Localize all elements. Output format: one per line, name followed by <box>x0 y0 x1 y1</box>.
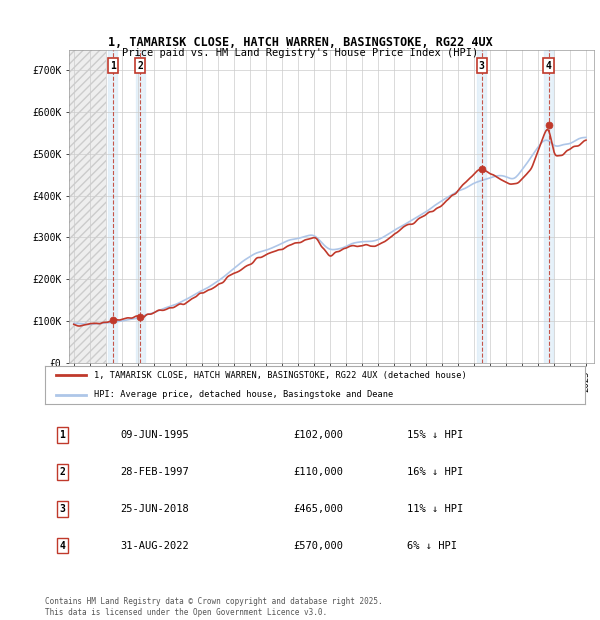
Text: 2: 2 <box>137 61 143 71</box>
Text: £465,000: £465,000 <box>293 504 343 514</box>
Text: 1: 1 <box>110 61 116 71</box>
Text: 3: 3 <box>59 504 65 514</box>
Text: 1: 1 <box>59 430 65 440</box>
Text: 31-AUG-2022: 31-AUG-2022 <box>121 541 190 551</box>
Text: 2: 2 <box>59 467 65 477</box>
Text: £570,000: £570,000 <box>293 541 343 551</box>
Text: 4: 4 <box>545 61 551 71</box>
Text: 4: 4 <box>59 541 65 551</box>
Text: Price paid vs. HM Land Registry's House Price Index (HPI): Price paid vs. HM Land Registry's House … <box>122 48 478 58</box>
Bar <box>544 50 553 363</box>
Text: 11% ↓ HPI: 11% ↓ HPI <box>407 504 463 514</box>
Text: Contains HM Land Registry data © Crown copyright and database right 2025.
This d: Contains HM Land Registry data © Crown c… <box>45 598 383 617</box>
Bar <box>109 50 117 363</box>
Text: 28-FEB-1997: 28-FEB-1997 <box>121 467 190 477</box>
Text: 09-JUN-1995: 09-JUN-1995 <box>121 430 190 440</box>
Text: £110,000: £110,000 <box>293 467 343 477</box>
Text: 16% ↓ HPI: 16% ↓ HPI <box>407 467 463 477</box>
Text: 1, TAMARISK CLOSE, HATCH WARREN, BASINGSTOKE, RG22 4UX: 1, TAMARISK CLOSE, HATCH WARREN, BASINGS… <box>107 36 493 49</box>
Text: 25-JUN-2018: 25-JUN-2018 <box>121 504 190 514</box>
Bar <box>477 50 486 363</box>
Text: HPI: Average price, detached house, Basingstoke and Deane: HPI: Average price, detached house, Basi… <box>94 390 393 399</box>
Text: 15% ↓ HPI: 15% ↓ HPI <box>407 430 463 440</box>
Text: 3: 3 <box>479 61 485 71</box>
Text: 1, TAMARISK CLOSE, HATCH WARREN, BASINGSTOKE, RG22 4UX (detached house): 1, TAMARISK CLOSE, HATCH WARREN, BASINGS… <box>94 371 466 380</box>
Bar <box>136 50 145 363</box>
Text: 6% ↓ HPI: 6% ↓ HPI <box>407 541 457 551</box>
Bar <box>69 50 106 363</box>
Text: £102,000: £102,000 <box>293 430 343 440</box>
